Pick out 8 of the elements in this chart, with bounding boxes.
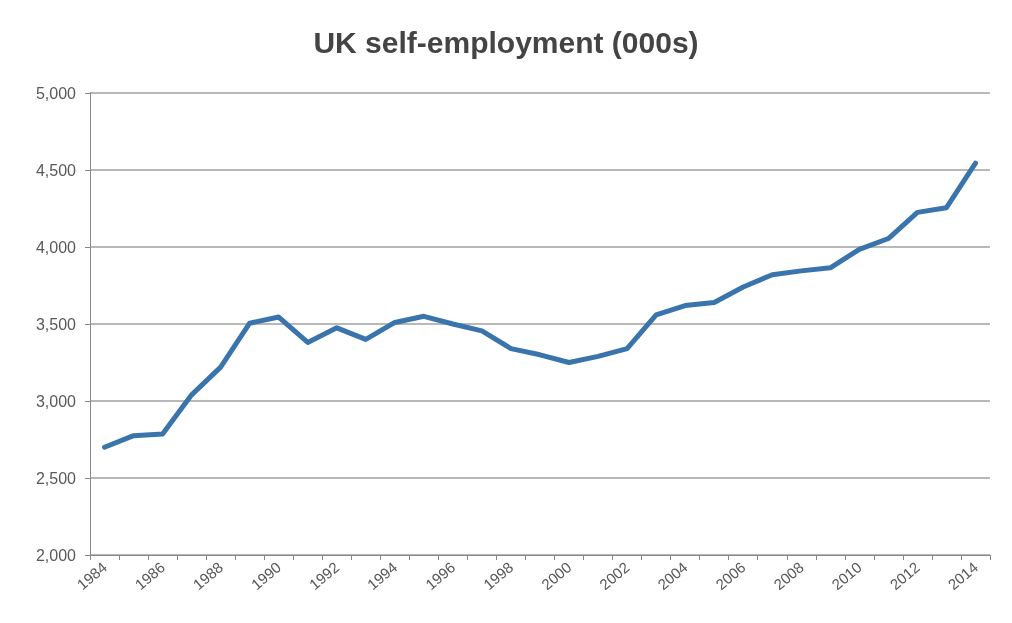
y-tick-label: 4,500 [35, 161, 77, 179]
chart-title: UK self-employment (000s) [313, 25, 699, 59]
y-tick-label: 2,000 [35, 546, 77, 564]
y-tick-label: 3,500 [35, 315, 77, 333]
y-tick-label: 5,000 [35, 84, 77, 102]
y-tick-label: 2,500 [35, 469, 77, 487]
y-tick-label: 3,000 [35, 392, 77, 410]
y-tick-label: 4,000 [35, 238, 77, 256]
